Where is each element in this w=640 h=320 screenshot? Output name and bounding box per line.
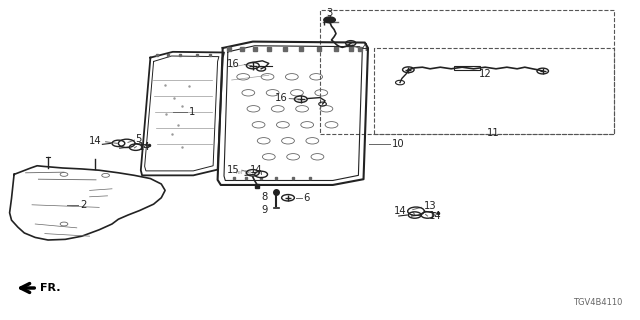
Text: 14: 14	[138, 141, 150, 152]
Text: 15: 15	[227, 164, 240, 175]
Bar	[374, 48, 614, 134]
Text: 5: 5	[136, 134, 142, 144]
Text: 13: 13	[424, 201, 436, 212]
Text: 3: 3	[326, 8, 333, 19]
Text: 11: 11	[486, 128, 499, 138]
Text: 14: 14	[88, 136, 101, 146]
Text: 10: 10	[392, 139, 404, 149]
Text: 14: 14	[394, 206, 406, 216]
Text: TGV4B4110: TGV4B4110	[573, 298, 622, 307]
Circle shape	[324, 17, 335, 23]
Bar	[454, 66, 480, 70]
Text: 14: 14	[429, 211, 442, 221]
Text: 14: 14	[250, 165, 262, 175]
Text: 6: 6	[303, 193, 310, 203]
Text: 9: 9	[261, 204, 268, 215]
Bar	[320, 10, 614, 134]
Text: 4: 4	[362, 43, 368, 53]
Text: 1: 1	[189, 107, 195, 117]
Text: lef Reach: lef Reach	[236, 170, 261, 175]
Text: 16: 16	[275, 92, 288, 103]
Text: 2: 2	[80, 200, 86, 210]
Text: 12: 12	[479, 68, 492, 79]
Text: FR.: FR.	[40, 283, 60, 293]
Text: 16: 16	[227, 59, 240, 69]
Text: 8: 8	[261, 192, 268, 202]
